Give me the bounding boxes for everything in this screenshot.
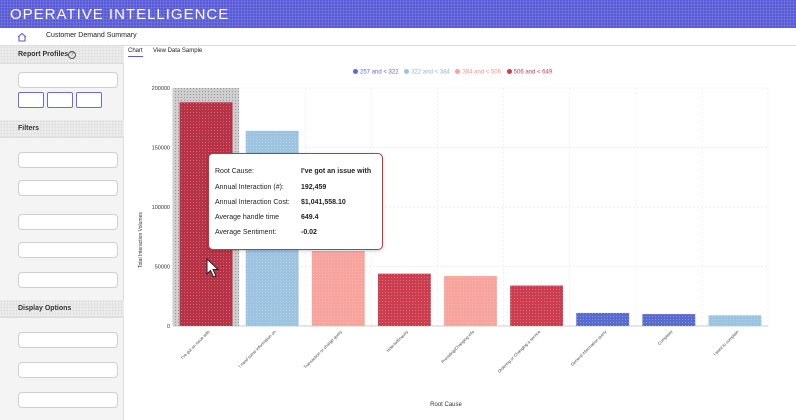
app-brand: OPERATIVE INTELLIGENCE: [10, 6, 230, 23]
legend-label: 506 and < 649: [513, 69, 553, 76]
help-icon[interactable]: ?: [68, 51, 76, 59]
y-tick-label: 150000: [152, 146, 170, 152]
legend-label: 322 and < 384: [411, 69, 450, 76]
display-option-field[interactable]: [18, 392, 118, 408]
tab-view-data-sample[interactable]: View Data Sample: [153, 48, 203, 54]
home-icon[interactable]: [16, 31, 28, 43]
tooltip-key: Annual Interaction (#):: [215, 184, 284, 191]
tooltip-value: $1,041,558.10: [301, 199, 346, 206]
bar-texture: [311, 251, 365, 326]
tooltip-value: -0.02: [301, 229, 317, 236]
profile-action-button[interactable]: [76, 92, 102, 108]
y-tick-label: 0: [167, 324, 170, 330]
filter-field[interactable]: [18, 180, 118, 196]
y-tick-label: 50000: [155, 265, 170, 271]
bar-texture: [576, 312, 630, 326]
x-tick-label: Providing/Changing info: [440, 329, 475, 364]
tooltip-value: I've got an issue with: [301, 168, 372, 175]
legend-swatch: [506, 69, 512, 74]
display-option-field[interactable]: [18, 332, 118, 348]
x-tick-label: General information query: [570, 329, 608, 367]
x-tick-label: I want to complain: [712, 329, 740, 357]
x-tick-label: Transaction or charge query: [303, 329, 344, 370]
x-tick-label: I need some information on: [237, 329, 277, 369]
display-options-header[interactable]: Display Options: [0, 300, 124, 318]
breadcrumb: Customer Demand Summary: [0, 28, 796, 46]
tab-chart[interactable]: Chart: [128, 48, 143, 57]
legend-swatch: [353, 69, 358, 74]
sidebar: Report Profiles ? Filters Display Option…: [0, 46, 124, 420]
filters-title: Filters: [18, 125, 40, 132]
tooltip-value: 649.4: [301, 214, 319, 221]
x-tick-label: Ordering or Changing a service: [497, 329, 542, 374]
bar-texture: [377, 273, 431, 326]
report-profiles-header[interactable]: Report Profiles ?: [0, 46, 124, 64]
breadcrumb-page[interactable]: Customer Demand Summary: [46, 32, 137, 39]
chart-tooltip: Root Cause: I've got an issue with Annua…: [208, 153, 383, 250]
x-tick-label: I've got an issue with: [180, 329, 211, 360]
profile-action-button[interactable]: [47, 92, 73, 108]
filter-field[interactable]: [18, 214, 118, 230]
top-bar: OPERATIVE INTELLIGENCE: [0, 0, 796, 28]
legend-swatch: [404, 69, 410, 74]
chart-legend: 257 and < 322 322 and < 384 384 and < 50…: [353, 69, 556, 79]
tooltip-key: Annual Interaction Cost:: [215, 199, 290, 206]
x-axis-title: Root Cause: [430, 402, 462, 408]
legend-item[interactable]: 322 and < 384: [404, 69, 450, 76]
tooltip-key: Average handle time: [215, 214, 280, 221]
tooltip-key: Root Cause:: [215, 168, 254, 175]
legend-label: 257 and < 322: [360, 69, 399, 76]
bar-texture: [510, 285, 564, 326]
bar-texture: [642, 314, 696, 326]
legend-item[interactable]: 384 and < 506: [455, 69, 501, 76]
x-tick-label: Complaint: [657, 329, 674, 346]
x-tick-label: How-to/Enquiry: [385, 329, 409, 353]
mouse-cursor-icon: [206, 258, 220, 278]
y-tick-label: 100000: [152, 205, 170, 211]
tooltip-key: Average Sentiment:: [215, 229, 277, 236]
profile-action-button[interactable]: [18, 92, 44, 108]
tab-bar: Chart View Data Sample: [124, 46, 796, 60]
legend-swatch: [455, 69, 461, 74]
legend-item[interactable]: 506 and < 649: [506, 69, 553, 76]
legend-item[interactable]: 257 and < 322: [353, 69, 399, 76]
filter-field[interactable]: [18, 152, 118, 168]
filters-header[interactable]: Filters: [0, 120, 124, 138]
filter-field[interactable]: [18, 242, 118, 258]
bar-texture: [444, 276, 497, 326]
y-tick-label: 200000: [152, 86, 170, 92]
legend-label: 384 and < 506: [462, 69, 501, 76]
display-options-title: Display Options: [18, 305, 72, 312]
display-option-field[interactable]: [18, 362, 118, 378]
report-profiles-title: Report Profiles: [18, 51, 69, 58]
tooltip-value: 192,459: [301, 184, 327, 191]
filter-field[interactable]: [18, 272, 118, 288]
bar-texture: [708, 315, 762, 326]
profile-select[interactable]: [18, 72, 118, 88]
